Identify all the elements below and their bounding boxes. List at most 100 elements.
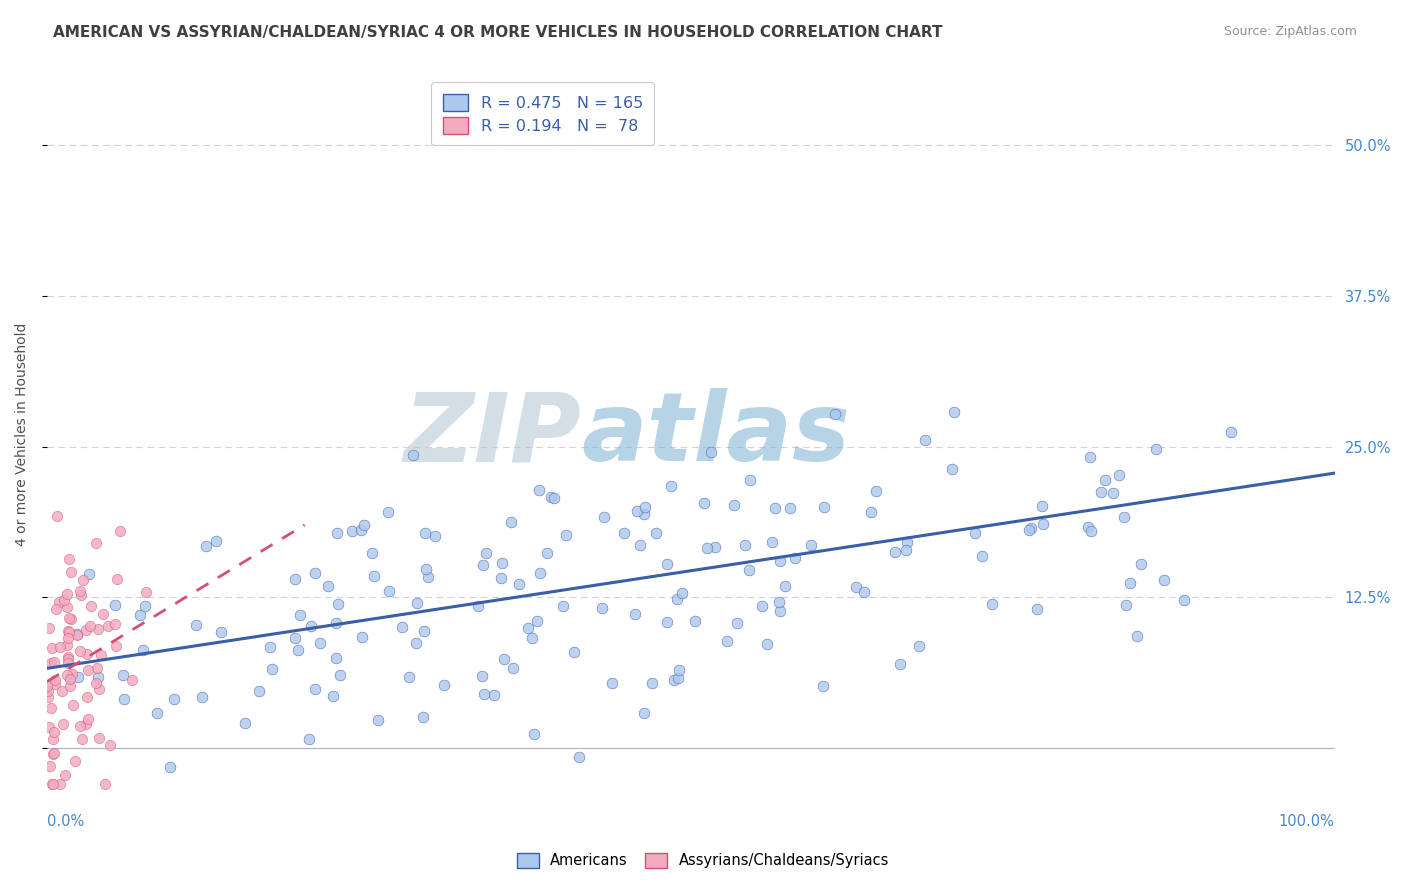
Point xyxy=(58,611,80,625)
Point xyxy=(37,683,59,698)
Point xyxy=(75,624,97,638)
Point xyxy=(45,509,67,524)
Point xyxy=(328,598,350,612)
Point xyxy=(1119,576,1142,591)
Point xyxy=(1080,450,1102,465)
Point xyxy=(159,759,181,773)
Point xyxy=(738,563,761,577)
Point xyxy=(613,526,636,541)
Point xyxy=(865,483,887,498)
Point xyxy=(491,556,513,570)
Point xyxy=(624,607,647,621)
Point xyxy=(322,689,344,703)
Point xyxy=(655,615,678,629)
Point xyxy=(433,678,456,692)
Point xyxy=(58,657,80,671)
Point xyxy=(657,557,679,571)
Text: 0.0%: 0.0% xyxy=(46,814,84,830)
Point xyxy=(502,661,524,675)
Point xyxy=(1153,574,1175,588)
Point xyxy=(75,717,97,731)
Point xyxy=(299,619,322,633)
Point xyxy=(1018,523,1040,537)
Point xyxy=(304,682,326,697)
Point xyxy=(963,526,986,541)
Point xyxy=(423,529,446,543)
Point xyxy=(1108,468,1130,483)
Point xyxy=(129,608,152,623)
Point xyxy=(191,690,214,705)
Point xyxy=(56,587,79,601)
Point xyxy=(413,525,436,540)
Point xyxy=(41,641,63,656)
Point xyxy=(494,652,516,666)
Point xyxy=(298,731,321,746)
Point xyxy=(41,777,63,791)
Point xyxy=(896,534,918,549)
Point xyxy=(70,731,93,746)
Point xyxy=(318,579,340,593)
Point xyxy=(664,673,686,687)
Point xyxy=(398,670,420,684)
Point xyxy=(1220,425,1243,439)
Y-axis label: 4 or more Vehicles in Household: 4 or more Vehicles in Household xyxy=(15,323,30,546)
Point xyxy=(671,585,693,599)
Point xyxy=(884,544,907,558)
Legend: Americans, Assyrians/Chaldeans/Syriacs: Americans, Assyrians/Chaldeans/Syriacs xyxy=(510,847,896,874)
Point xyxy=(1101,486,1123,500)
Point xyxy=(367,713,389,727)
Point xyxy=(42,777,65,791)
Point xyxy=(108,524,131,539)
Text: 100.0%: 100.0% xyxy=(1279,814,1334,830)
Point xyxy=(763,500,786,515)
Point xyxy=(103,617,125,632)
Point xyxy=(87,670,110,684)
Point xyxy=(55,638,77,652)
Point xyxy=(501,515,523,529)
Point xyxy=(1173,593,1195,607)
Point xyxy=(37,690,59,705)
Point xyxy=(260,662,283,676)
Point xyxy=(704,540,727,554)
Point xyxy=(42,655,65,669)
Point xyxy=(146,706,169,720)
Point xyxy=(734,538,756,552)
Point xyxy=(38,720,60,734)
Point xyxy=(44,673,66,688)
Point xyxy=(304,566,326,581)
Text: atlas: atlas xyxy=(582,388,851,481)
Text: Source: ZipAtlas.com: Source: ZipAtlas.com xyxy=(1223,25,1357,38)
Point xyxy=(1026,601,1049,615)
Point xyxy=(59,672,82,686)
Point xyxy=(769,604,792,618)
Point xyxy=(97,619,120,633)
Point xyxy=(104,639,127,653)
Point xyxy=(37,679,59,693)
Text: ZIP: ZIP xyxy=(404,388,582,481)
Point xyxy=(288,608,311,623)
Point xyxy=(360,546,382,560)
Point xyxy=(87,731,110,745)
Point xyxy=(773,578,796,592)
Point xyxy=(405,636,427,650)
Point xyxy=(475,546,498,560)
Point xyxy=(634,500,657,514)
Point xyxy=(209,625,232,640)
Point xyxy=(247,684,270,698)
Point xyxy=(51,684,73,698)
Point xyxy=(859,505,882,519)
Point xyxy=(79,619,101,633)
Point xyxy=(69,588,91,602)
Point xyxy=(55,667,77,681)
Point xyxy=(63,754,86,768)
Point xyxy=(55,599,77,614)
Point xyxy=(489,571,512,585)
Point xyxy=(58,624,80,639)
Point xyxy=(44,677,66,691)
Point xyxy=(696,541,718,555)
Point xyxy=(121,673,143,687)
Point xyxy=(39,759,62,773)
Point xyxy=(98,738,121,752)
Point xyxy=(284,631,307,645)
Point xyxy=(42,732,65,747)
